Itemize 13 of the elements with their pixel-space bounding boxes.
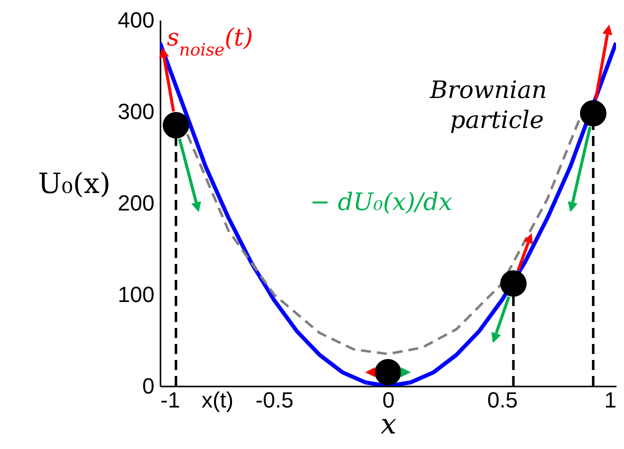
y-axis-title: U₀(x) bbox=[38, 167, 110, 200]
x-tick-label: 1 bbox=[604, 388, 616, 412]
annotation: − dU₀(x)/dx bbox=[310, 188, 453, 216]
y-tick-label: 400 bbox=[118, 8, 154, 32]
y-tick-label: 300 bbox=[118, 99, 154, 124]
y-tick-label: 200 bbox=[118, 190, 154, 216]
x-tick-label: -1 bbox=[160, 388, 180, 412]
x-tick-label: x(t) bbox=[202, 388, 234, 412]
annotation: Brownian particle bbox=[429, 76, 547, 134]
annotation: s$_{noise}$(t) bbox=[166, 24, 253, 61]
y-tick-label: 100 bbox=[118, 282, 154, 307]
x-tick-label: 0.5 bbox=[487, 388, 518, 412]
x-tick-label: -0.5 bbox=[256, 388, 294, 412]
